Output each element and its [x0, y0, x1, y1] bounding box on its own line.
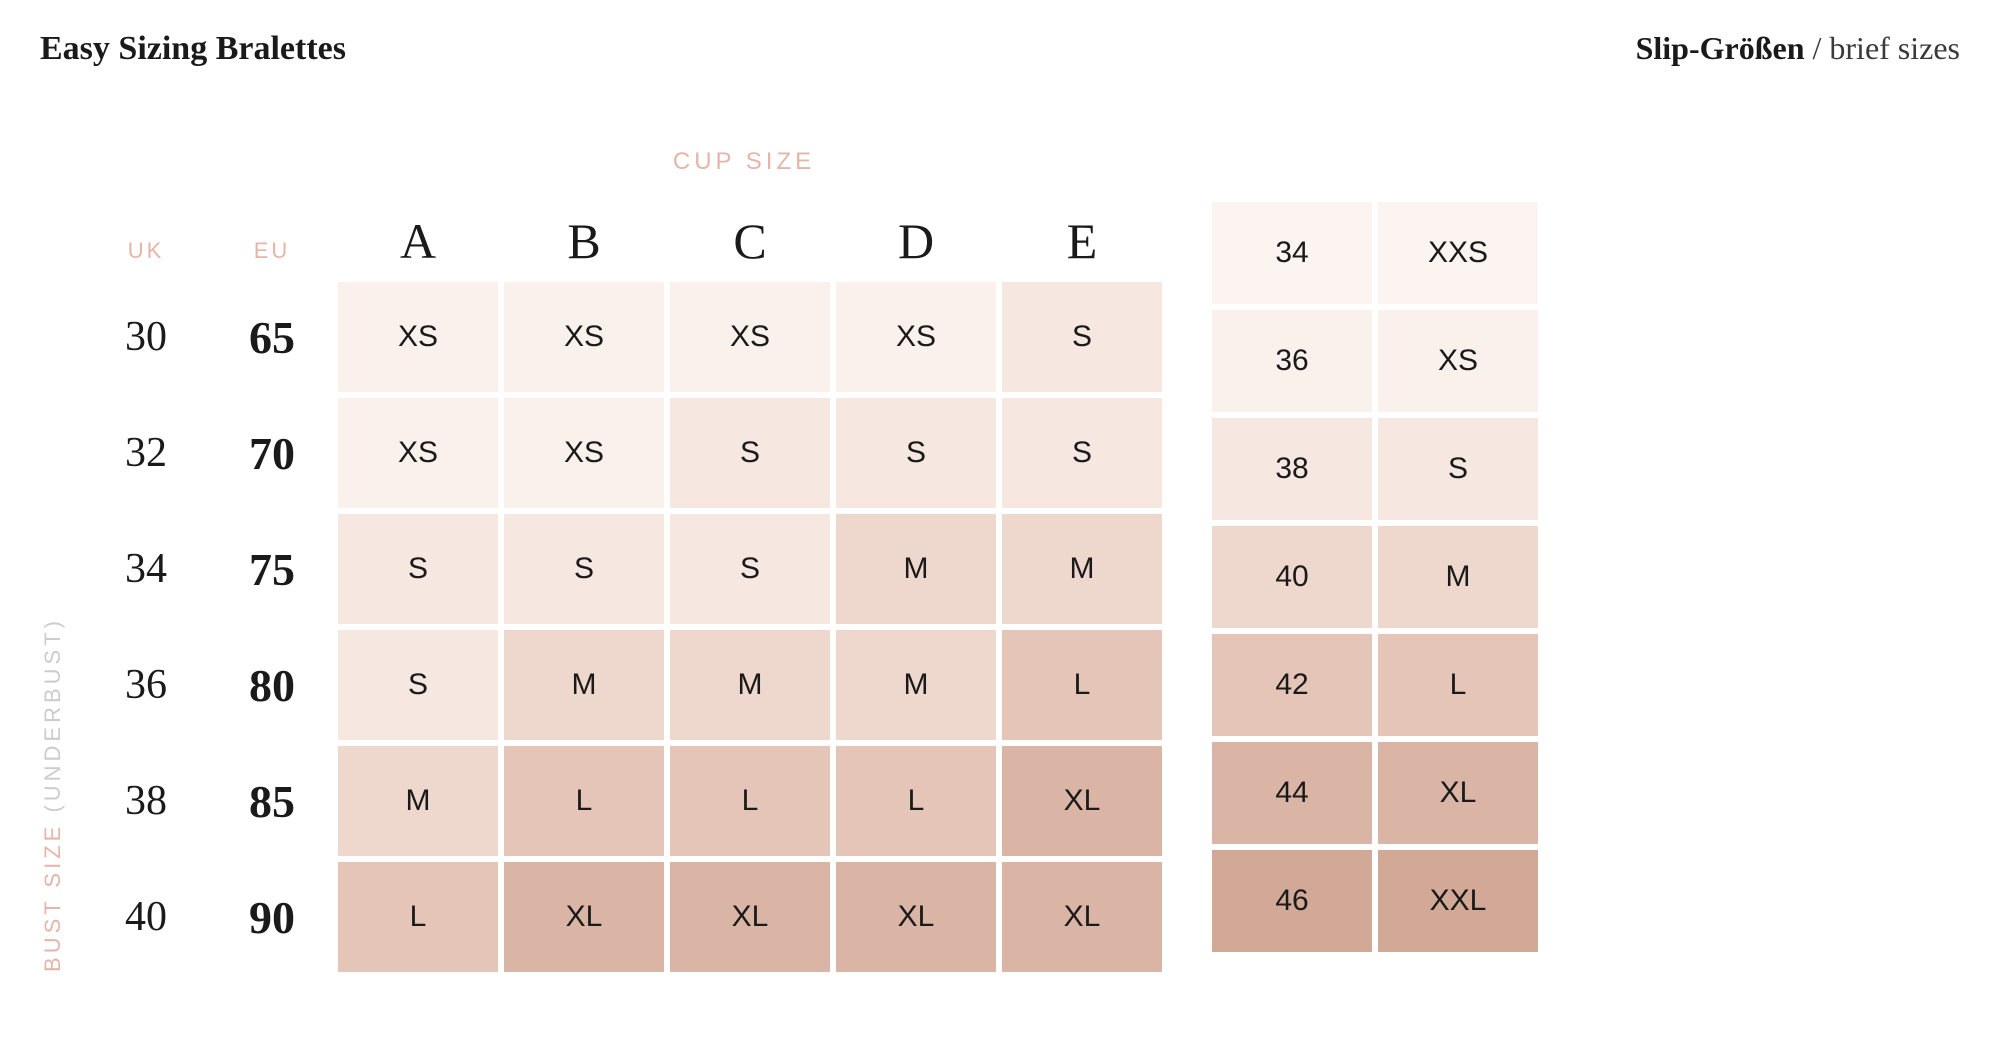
brief-num: 34 — [1212, 202, 1372, 304]
size-cell: L — [504, 746, 664, 856]
cup-header-E: E — [1002, 206, 1162, 276]
uk-value: 30 — [86, 282, 206, 392]
uk-value: 32 — [86, 398, 206, 508]
size-cell: XS — [504, 398, 664, 508]
bust-table: CUP SIZE UKEUABCDE3065XSXSXSXSS3270XSXSS… — [86, 148, 1162, 972]
eu-value: 90 — [212, 862, 332, 972]
size-cell: S — [504, 514, 664, 624]
cup-header-A: A — [338, 206, 498, 276]
brief-num: 46 — [1212, 850, 1372, 952]
header-row: Easy Sizing Bralettes Slip-Größen / brie… — [40, 30, 1960, 68]
main-grid: UKEUABCDE3065XSXSXSXSS3270XSXSSSS3475SSS… — [86, 206, 1162, 972]
eu-value: 65 — [212, 282, 332, 392]
size-cell: S — [338, 630, 498, 740]
eu-value: 70 — [212, 398, 332, 508]
size-cell: XS — [338, 282, 498, 392]
cup-header-B: B — [504, 206, 664, 276]
eu-value: 75 — [212, 514, 332, 624]
brief-size: XXL — [1378, 850, 1538, 952]
brief-size: XXS — [1378, 202, 1538, 304]
brief-size: XL — [1378, 742, 1538, 844]
size-cell: M — [338, 746, 498, 856]
size-cell: M — [836, 630, 996, 740]
size-cell: L — [338, 862, 498, 972]
eu-header: EU — [212, 206, 332, 276]
cup-header-D: D — [836, 206, 996, 276]
size-cell: L — [836, 746, 996, 856]
title-right: Slip-Größen / brief sizes — [1636, 30, 1960, 67]
size-cell: S — [836, 398, 996, 508]
uk-value: 36 — [86, 630, 206, 740]
title-right-light: / brief sizes — [1805, 30, 1961, 66]
brief-size: M — [1378, 526, 1538, 628]
size-cell: XS — [504, 282, 664, 392]
bust-size-vertical-label: BUST SIZE (UNDERBUST) — [40, 577, 66, 972]
underbust-label: (UNDERBUST) — [40, 617, 65, 823]
brief-num: 36 — [1212, 310, 1372, 412]
size-cell: S — [670, 398, 830, 508]
size-cell: S — [338, 514, 498, 624]
title-right-bold: Slip-Größen — [1636, 30, 1805, 66]
size-cell: S — [670, 514, 830, 624]
brief-num: 42 — [1212, 634, 1372, 736]
size-cell: M — [504, 630, 664, 740]
eu-value: 80 — [212, 630, 332, 740]
size-cell: M — [670, 630, 830, 740]
size-cell: XS — [338, 398, 498, 508]
size-cell: XL — [504, 862, 664, 972]
brief-size: S — [1378, 418, 1538, 520]
size-cell: XL — [670, 862, 830, 972]
brief-num: 44 — [1212, 742, 1372, 844]
size-cell: S — [1002, 282, 1162, 392]
eu-value: 85 — [212, 746, 332, 856]
cup-header-C: C — [670, 206, 830, 276]
bust-size-label: BUST SIZE — [40, 823, 65, 972]
uk-header: UK — [86, 206, 206, 276]
brief-chart-section: 34XXS36XS38S40M42L44XL46XXL — [1212, 202, 1538, 952]
size-cell: XL — [1002, 862, 1162, 972]
brief-size: XS — [1378, 310, 1538, 412]
bust-chart-section: BUST SIZE (UNDERBUST) CUP SIZE UKEUABCDE… — [40, 148, 1162, 972]
size-cell: M — [1002, 514, 1162, 624]
cup-size-label: CUP SIZE — [86, 148, 1162, 176]
brief-num: 38 — [1212, 418, 1372, 520]
uk-value: 38 — [86, 746, 206, 856]
brief-num: 40 — [1212, 526, 1372, 628]
size-cell: XL — [836, 862, 996, 972]
content-area: BUST SIZE (UNDERBUST) CUP SIZE UKEUABCDE… — [40, 148, 1960, 972]
brief-grid: 34XXS36XS38S40M42L44XL46XXL — [1212, 202, 1538, 952]
size-cell: L — [1002, 630, 1162, 740]
size-cell: XS — [836, 282, 996, 392]
size-cell: M — [836, 514, 996, 624]
uk-value: 40 — [86, 862, 206, 972]
size-cell: XS — [670, 282, 830, 392]
size-cell: S — [1002, 398, 1162, 508]
brief-size: L — [1378, 634, 1538, 736]
size-cell: L — [670, 746, 830, 856]
title-left: Easy Sizing Bralettes — [40, 30, 346, 68]
uk-value: 34 — [86, 514, 206, 624]
size-cell: XL — [1002, 746, 1162, 856]
